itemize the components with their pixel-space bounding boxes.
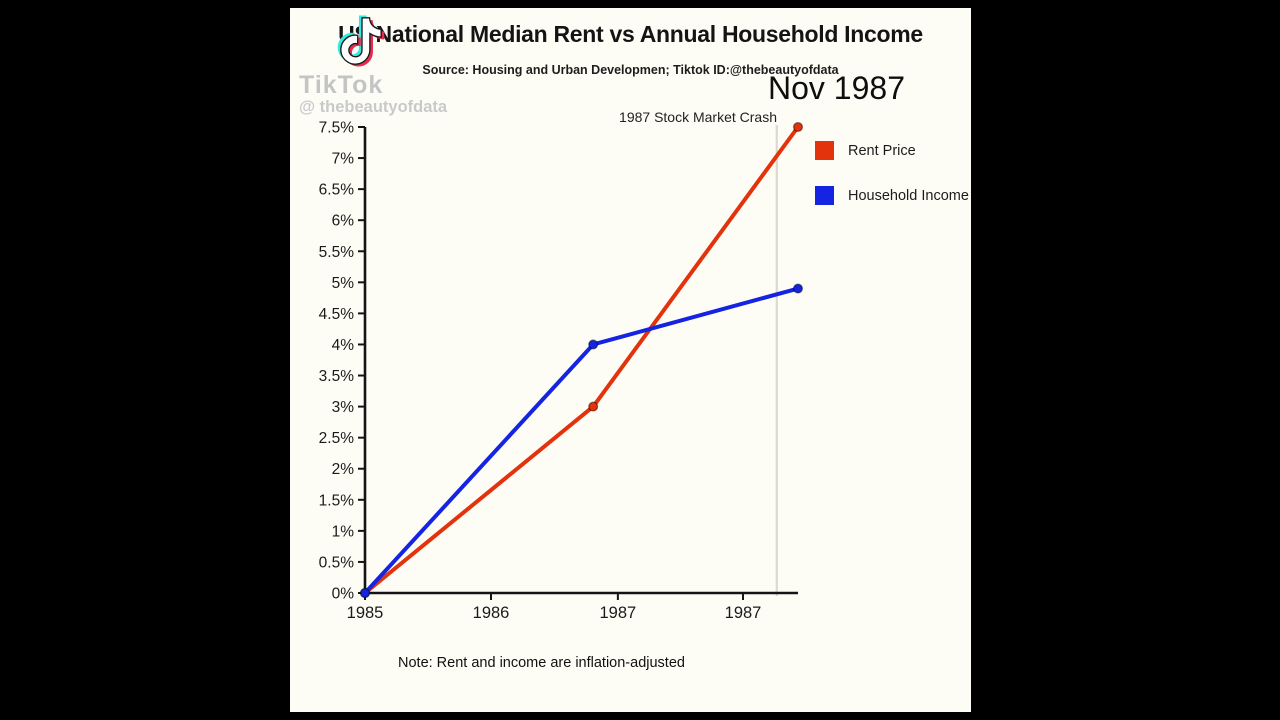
rent-price-swatch: [815, 141, 834, 160]
crash-annotation-label: 1987 Stock Market Crash: [619, 109, 777, 125]
svg-text:5.5%: 5.5%: [319, 244, 355, 261]
svg-text:6.5%: 6.5%: [319, 182, 355, 199]
svg-text:0%: 0%: [332, 586, 355, 603]
legend-label-rent-price: Rent Price: [848, 142, 916, 159]
svg-text:2.5%: 2.5%: [319, 430, 355, 447]
chart-source: Source: Housing and Urban Developmen; Ti…: [422, 63, 839, 77]
legend: Rent Price Household Income: [815, 141, 969, 231]
tiktok-watermark-handle: @ thebeautyofdata: [299, 98, 448, 116]
svg-text:3%: 3%: [332, 399, 355, 416]
svg-text:5%: 5%: [332, 275, 355, 292]
svg-text:4%: 4%: [332, 337, 355, 354]
svg-text:3.5%: 3.5%: [319, 368, 355, 385]
legend-label-household-income: Household Income: [848, 187, 969, 204]
chart-title: US National Median Rent vs Annual Househ…: [338, 21, 923, 47]
tiktok-logo-icon: [332, 10, 390, 77]
svg-text:1986: 1986: [473, 604, 510, 622]
svg-text:1987: 1987: [600, 604, 637, 622]
line-chart: 0% 0.5% 1% 1.5% 2% 2.5% 3% 3.5% 4% 4.5% 5% 5.5% 6% 6.…: [319, 120, 804, 622]
svg-text:4.5%: 4.5%: [319, 306, 355, 323]
svg-text:1985: 1985: [347, 604, 384, 622]
svg-text:2%: 2%: [332, 461, 355, 478]
legend-item-household-income: Household Income: [815, 186, 969, 205]
svg-text:7%: 7%: [332, 151, 355, 168]
footnote: Note: Rent and income are inflation-adju…: [398, 655, 685, 671]
svg-text:1987: 1987: [725, 604, 762, 622]
svg-text:0.5%: 0.5%: [319, 554, 355, 571]
legend-item-rent-price: Rent Price: [815, 141, 969, 160]
household-income-swatch: [815, 186, 834, 205]
svg-text:6%: 6%: [332, 213, 355, 230]
current-date-label: Nov 1987: [768, 70, 905, 106]
svg-text:7.5%: 7.5%: [319, 120, 355, 137]
tiktok-watermark-brand: TikTok: [299, 71, 384, 99]
video-frame: TikTok @ thebeautyofdata US National Med…: [290, 8, 971, 712]
svg-text:1%: 1%: [332, 523, 355, 540]
svg-text:1.5%: 1.5%: [319, 492, 355, 509]
